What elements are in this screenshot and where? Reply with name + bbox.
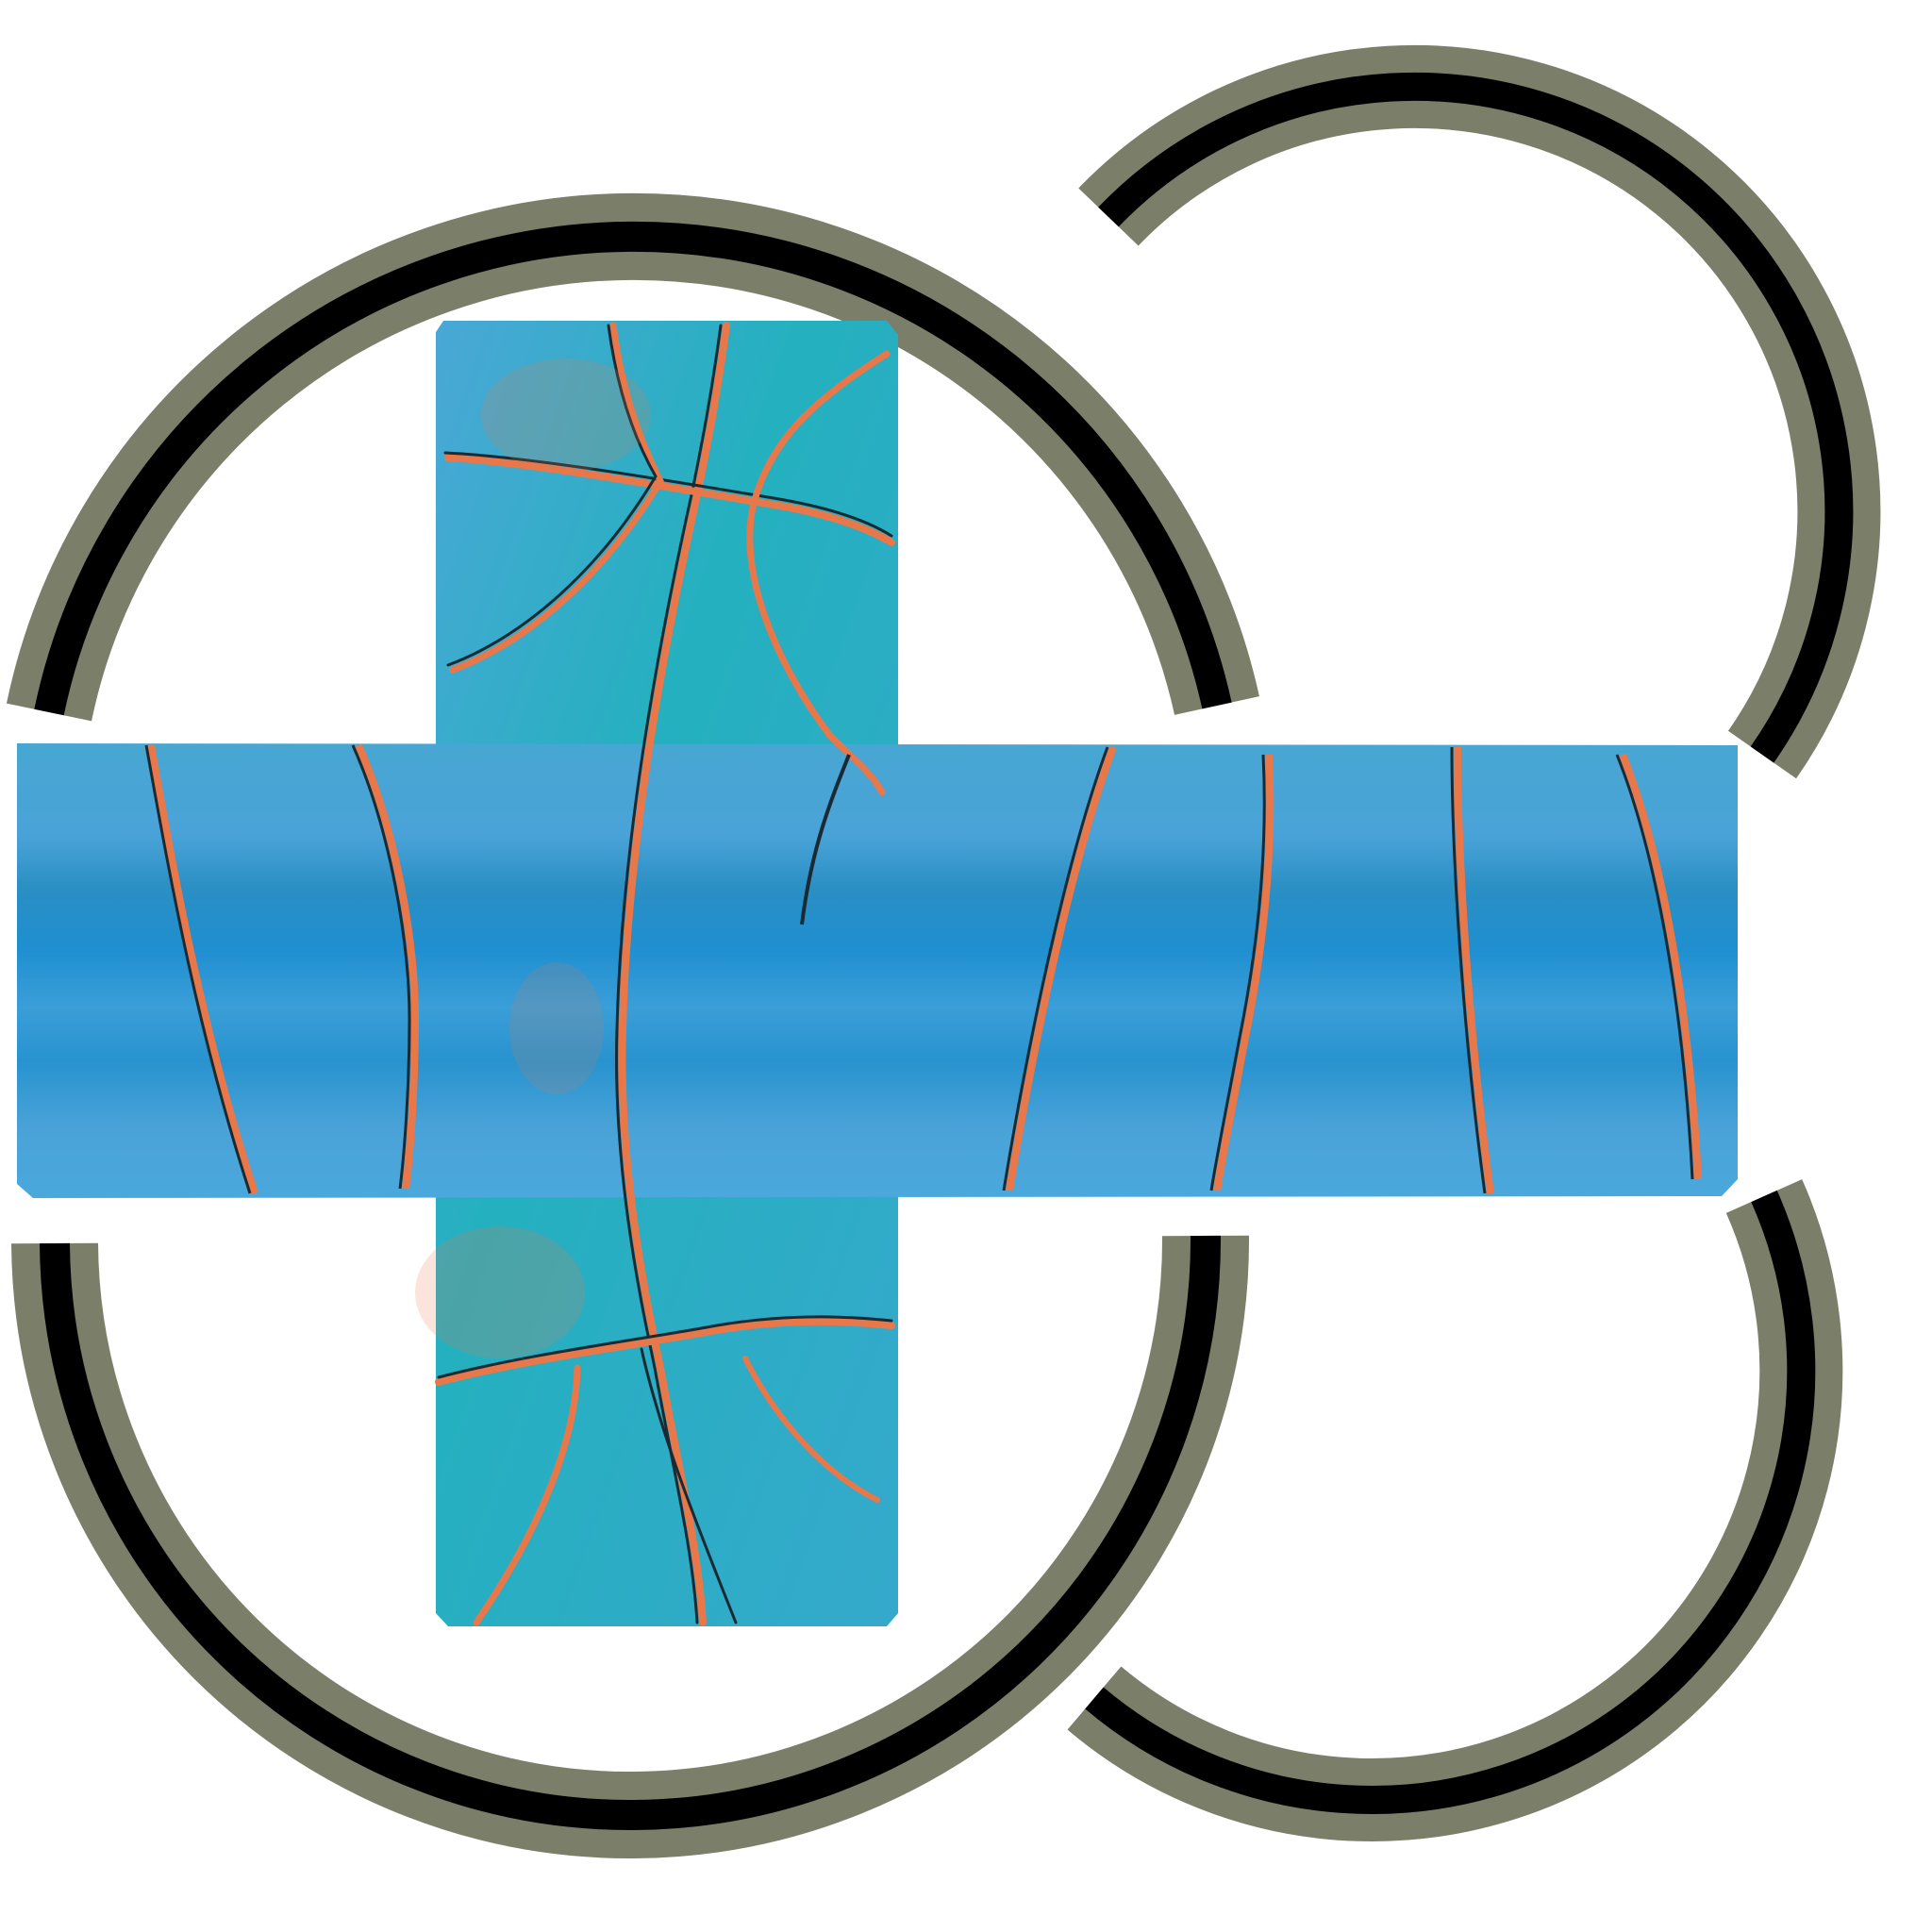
- ball-highlight: [509, 962, 604, 1094]
- basketball-cross-unwrap: [17, 321, 1738, 1626]
- ball-highlight: [481, 358, 651, 472]
- ball-highlight: [415, 1226, 585, 1358]
